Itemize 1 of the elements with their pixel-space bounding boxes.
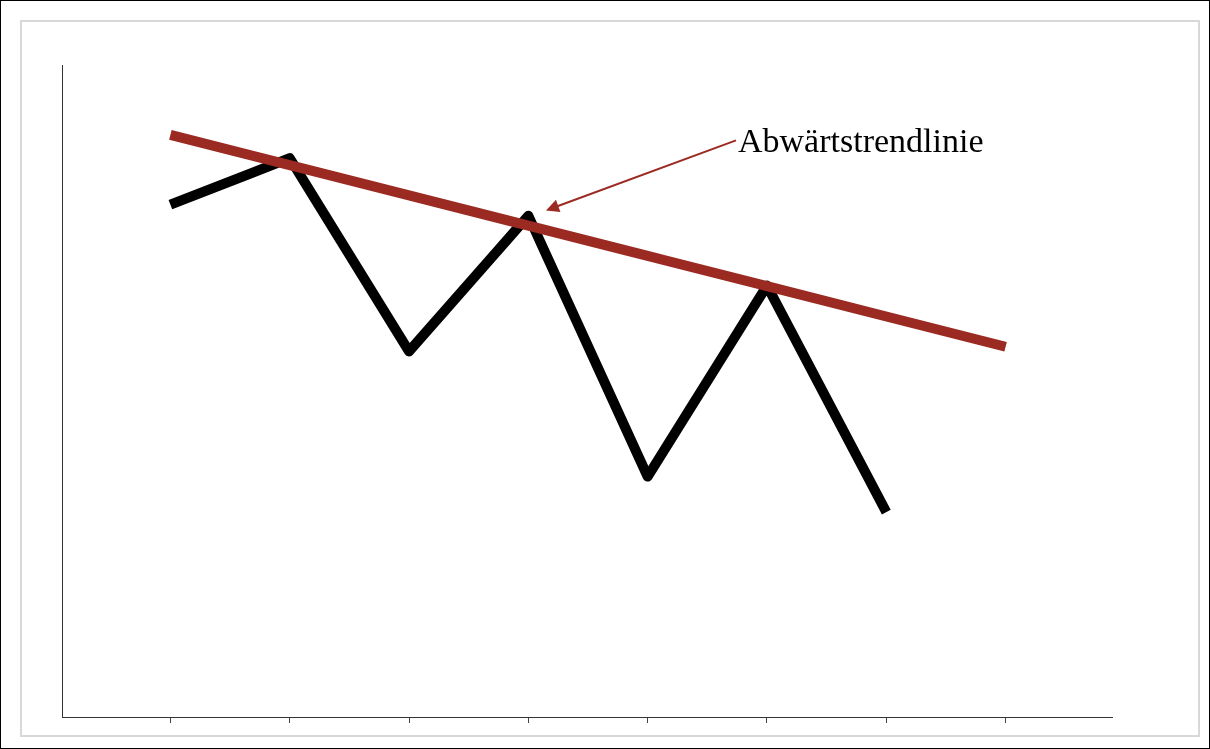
annotation: Abwärtstrendlinie: [738, 122, 984, 159]
